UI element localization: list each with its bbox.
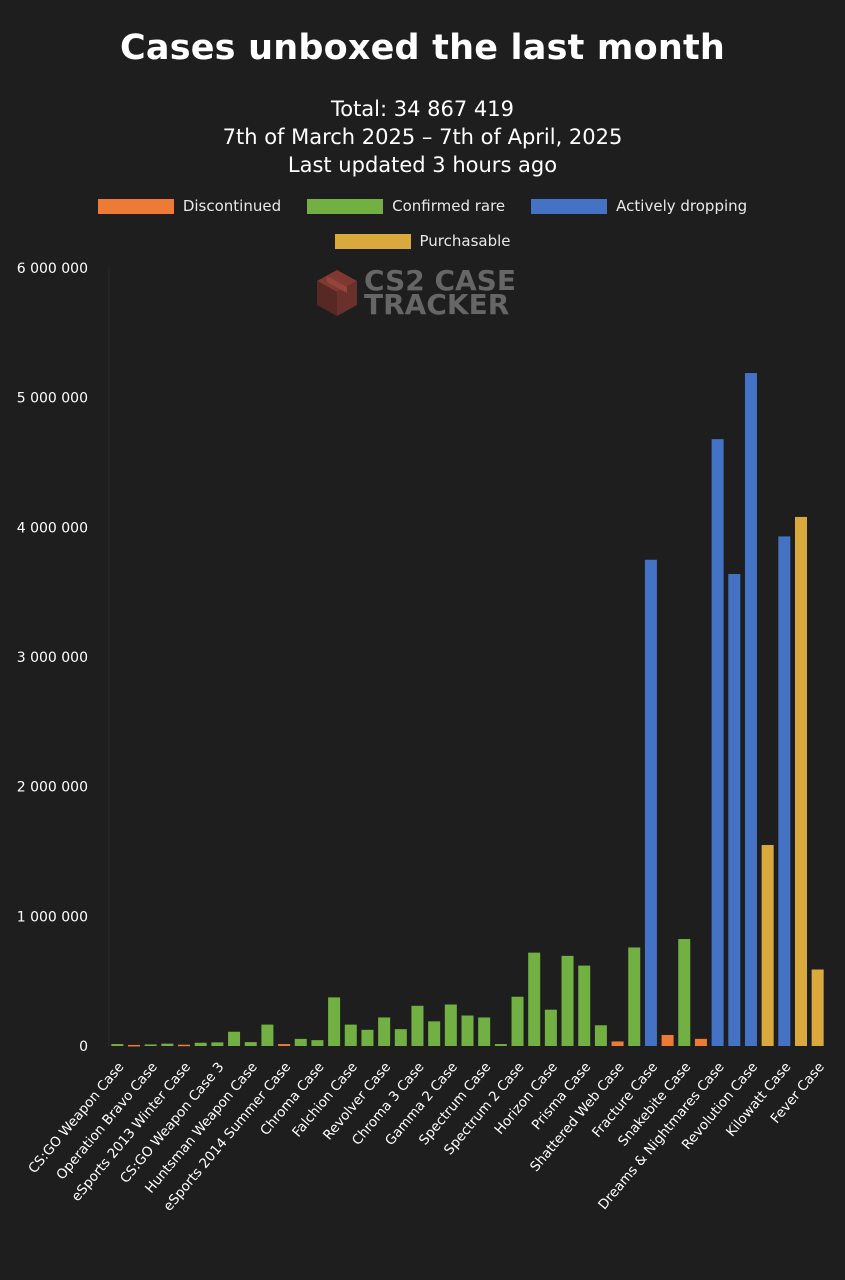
bar[interactable] <box>611 1041 624 1046</box>
legend-swatch-purchasable <box>334 233 411 249</box>
bar[interactable] <box>561 955 574 1046</box>
bar[interactable] <box>161 1043 174 1046</box>
date-range: 7th of March 2025 – 7th of April, 2025 <box>222 125 623 149</box>
legend-label-purchasable: Purchasable <box>419 232 511 250</box>
bar[interactable] <box>761 845 774 1046</box>
bar[interactable] <box>228 1031 241 1046</box>
bar[interactable] <box>678 939 691 1046</box>
y-tick-label: 4 000 000 <box>17 520 88 536</box>
y-tick-label: 6 000 000 <box>17 261 88 277</box>
legend-label-confirmed-rare: Confirmed rare <box>392 197 506 215</box>
y-tick-label: 2 000 000 <box>17 780 88 796</box>
legend-label-discontinued: Discontinued <box>182 197 282 215</box>
legend-swatch-confirmed-rare <box>307 198 384 214</box>
bar[interactable] <box>294 1038 307 1046</box>
legend-label-actively-dropping: Actively dropping <box>616 197 748 215</box>
bar[interactable] <box>444 1004 457 1046</box>
bar[interactable] <box>711 439 724 1046</box>
watermark-line1: CS2 CASE <box>364 264 516 297</box>
watermark-line2: TRACKER <box>364 288 509 321</box>
bar[interactable] <box>128 1044 141 1047</box>
bar[interactable] <box>811 969 824 1047</box>
y-axis-ticks: 0 1 000 000 2 000 000 3 000 000 4 000 000 5 0… <box>17 261 88 1055</box>
bar[interactable] <box>628 947 641 1046</box>
bar[interactable] <box>461 1015 474 1046</box>
y-tick-label: 3 000 000 <box>17 650 88 666</box>
bar[interactable] <box>794 516 807 1046</box>
bar[interactable] <box>478 1017 491 1046</box>
bar[interactable] <box>211 1042 224 1046</box>
y-tick-label: 1 000 000 <box>17 909 88 925</box>
bar[interactable] <box>278 1044 291 1046</box>
bar[interactable] <box>344 1024 357 1046</box>
bar[interactable] <box>111 1044 124 1046</box>
bar[interactable] <box>378 1017 391 1046</box>
legend-row-1: Discontinued Confirmed rare Actively dro… <box>0 197 845 215</box>
bar[interactable] <box>744 373 757 1046</box>
bar[interactable] <box>644 559 657 1046</box>
last-updated: Last updated 3 hours ago <box>287 153 558 177</box>
bar[interactable] <box>494 1044 507 1046</box>
box-icon <box>317 270 357 316</box>
legend-item-actively-dropping[interactable]: Actively dropping <box>531 197 747 215</box>
bar[interactable] <box>728 574 741 1046</box>
bar[interactable] <box>661 1034 674 1046</box>
chart-title: Cases unboxed the last month <box>120 28 725 68</box>
bar[interactable] <box>428 1021 441 1046</box>
bar[interactable] <box>244 1042 257 1046</box>
bar[interactable] <box>261 1024 274 1046</box>
bar[interactable] <box>144 1044 157 1046</box>
y-tick-label: 0 <box>79 1039 88 1055</box>
legend-item-confirmed-rare[interactable]: Confirmed rare <box>307 197 505 215</box>
bar[interactable] <box>411 1005 424 1046</box>
bar[interactable] <box>578 965 591 1046</box>
legend-swatch-actively-dropping <box>531 198 608 214</box>
bar[interactable] <box>694 1038 707 1046</box>
bar[interactable] <box>594 1025 607 1046</box>
legend-item-discontinued[interactable]: Discontinued <box>97 197 282 215</box>
bar[interactable] <box>778 536 791 1046</box>
bar[interactable] <box>178 1044 191 1047</box>
bar[interactable] <box>328 997 341 1047</box>
legend-item-purchasable[interactable]: Purchasable <box>334 232 511 250</box>
bar[interactable] <box>544 1009 557 1046</box>
watermark: CS2 CASE TRACKER <box>317 264 516 321</box>
bar[interactable] <box>394 1029 407 1046</box>
bar[interactable] <box>511 996 524 1046</box>
legend-row-2: Purchasable <box>0 232 845 250</box>
bar[interactable] <box>528 952 541 1046</box>
legend-swatch-discontinued <box>97 198 174 214</box>
bar[interactable] <box>311 1040 324 1046</box>
total-count: Total: 34 867 419 <box>330 97 515 121</box>
y-tick-label: 5 000 000 <box>17 391 88 407</box>
bar[interactable] <box>194 1042 207 1046</box>
bars <box>111 373 824 1047</box>
bar[interactable] <box>361 1029 374 1046</box>
